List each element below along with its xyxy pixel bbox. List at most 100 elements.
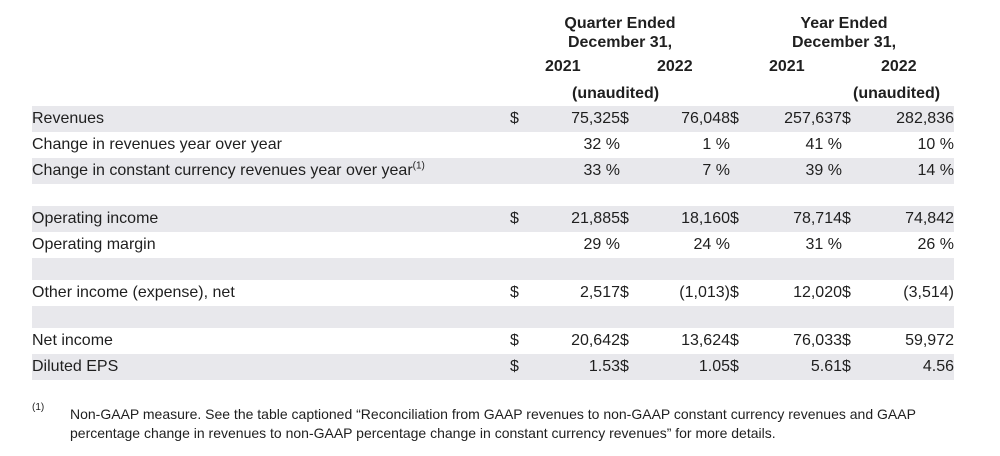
year-col-y2021: 2021 xyxy=(769,58,805,75)
spacer-row xyxy=(32,184,954,206)
currency-symbol: $ xyxy=(730,106,754,132)
currency-symbol: $ xyxy=(510,206,534,232)
value-cell: 29 % xyxy=(583,236,620,253)
year-header-line1: Year Ended xyxy=(800,15,888,32)
unaudited-label-quarter: (unaudited) xyxy=(572,85,660,102)
table-row: Operating margin 29 % 24 % 31 % 26 % xyxy=(32,232,954,258)
quarter-header-line1: Quarter Ended xyxy=(564,15,676,32)
table-row: Change in revenues year over year 32 % 1 %… xyxy=(32,132,954,158)
table-row: Revenues $75,325 $76,048 $257,637 $282,836 xyxy=(32,106,954,132)
value-cell: 1 % xyxy=(702,136,730,153)
value-cell: 1.05 xyxy=(644,354,730,380)
value-cell: 12,020 xyxy=(793,284,842,301)
year-header-line2: December 31, xyxy=(791,34,897,51)
row-label: Operating income xyxy=(32,206,510,232)
row-label: Net income xyxy=(32,332,113,349)
value-cell: 39 % xyxy=(754,158,842,184)
row-label: Change in revenues year over year xyxy=(32,136,282,153)
currency-symbol xyxy=(730,132,754,158)
currency-symbol: $ xyxy=(620,332,629,349)
year-col-q2022: 2022 xyxy=(657,58,693,75)
value-cell: 10 % xyxy=(917,136,954,153)
table-row: Operating income $21,885 $18,160 $78,714 $74… xyxy=(32,206,954,232)
value-cell: 26 % xyxy=(917,236,954,253)
value-cell: 33 % xyxy=(534,158,620,184)
value-cell: 75,325 xyxy=(534,106,620,132)
row-label: Diluted EPS xyxy=(32,354,510,380)
currency-symbol: $ xyxy=(620,206,644,232)
currency-symbol xyxy=(842,132,866,158)
value-cell: (1,013) xyxy=(679,284,730,301)
currency-symbol xyxy=(510,132,534,158)
currency-symbol: $ xyxy=(730,284,739,301)
currency-symbol: $ xyxy=(842,206,866,232)
currency-symbol: $ xyxy=(730,332,739,349)
table-row: Other income (expense), net $2,517 $ (1,013… xyxy=(32,280,954,306)
row-label: Operating margin xyxy=(32,236,156,253)
value-cell: 1.53 xyxy=(534,354,620,380)
value-cell: 78,714 xyxy=(754,206,842,232)
currency-symbol: $ xyxy=(842,354,866,380)
currency-symbol xyxy=(730,232,754,258)
currency-symbol: $ xyxy=(842,106,866,132)
currency-symbol xyxy=(620,232,644,258)
row-label: Other income (expense), net xyxy=(32,284,235,301)
currency-symbol: $ xyxy=(730,354,754,380)
currency-symbol xyxy=(510,158,534,184)
value-cell: 18,160 xyxy=(644,206,730,232)
value-cell: 13,624 xyxy=(681,332,730,349)
value-cell: 76,033 xyxy=(793,332,842,349)
value-cell: 24 % xyxy=(693,236,730,253)
value-cell: 7 % xyxy=(644,158,730,184)
value-cell: 282,836 xyxy=(866,106,954,132)
unaudited-label-year: (unaudited) xyxy=(853,85,941,102)
year-col-q2021: 2021 xyxy=(545,58,581,75)
financial-summary-table: Revenues $75,325 $76,048 $257,637 $282,836 Ch… xyxy=(32,106,954,380)
currency-symbol: $ xyxy=(842,332,851,349)
currency-symbol xyxy=(842,232,866,258)
value-cell: 59,972 xyxy=(905,332,954,349)
currency-symbol: $ xyxy=(620,354,644,380)
currency-symbol: $ xyxy=(510,332,519,349)
spacer-row xyxy=(32,258,954,280)
value-cell: 20,642 xyxy=(571,332,620,349)
value-cell: 257,637 xyxy=(754,106,842,132)
table-row: Change in constant currency revenues yea… xyxy=(32,158,954,184)
value-cell: 31 % xyxy=(805,236,842,253)
currency-symbol xyxy=(620,132,644,158)
value-cell: 32 % xyxy=(583,136,620,153)
currency-symbol: $ xyxy=(730,206,754,232)
spacer-cell xyxy=(32,184,954,206)
currency-symbol xyxy=(510,232,534,258)
value-cell: 14 % xyxy=(866,158,954,184)
value-cell: 76,048 xyxy=(644,106,730,132)
row-label: Revenues xyxy=(32,106,510,132)
quarter-header-line2: December 31, xyxy=(567,34,673,51)
row-label: Change in constant currency revenues yea… xyxy=(32,158,510,184)
spacer-row xyxy=(32,306,954,328)
currency-symbol: $ xyxy=(510,284,519,301)
currency-symbol xyxy=(620,158,644,184)
table-row: Diluted EPS $1.53 $1.05 $5.61 $4.56 xyxy=(32,354,954,380)
spacer-cell xyxy=(32,258,954,280)
spacer-cell xyxy=(32,306,954,328)
currency-symbol: $ xyxy=(620,106,644,132)
year-ended-header: Year Ended December 31, xyxy=(744,14,944,52)
value-cell: 4.56 xyxy=(866,354,954,380)
currency-symbol: $ xyxy=(510,106,534,132)
value-cell: (3,514) xyxy=(903,284,954,301)
currency-symbol: $ xyxy=(620,284,629,301)
year-col-y2022: 2022 xyxy=(881,58,917,75)
value-cell: 74,842 xyxy=(866,206,954,232)
currency-symbol: $ xyxy=(510,354,534,380)
footnote-marker: (1) xyxy=(32,402,45,413)
currency-symbol: $ xyxy=(842,284,851,301)
footnote-text: Non-GAAP measure. See the table captione… xyxy=(70,406,916,441)
quarter-ended-header: Quarter Ended December 31, xyxy=(520,14,720,52)
value-cell: 41 % xyxy=(805,136,842,153)
footnote-reference: (1) xyxy=(412,160,425,172)
currency-symbol xyxy=(730,158,754,184)
value-cell: 5.61 xyxy=(754,354,842,380)
value-cell: 2,517 xyxy=(579,284,620,301)
table-row: Net income $20,642 $13,624 $76,033 $59,972 xyxy=(32,328,954,354)
